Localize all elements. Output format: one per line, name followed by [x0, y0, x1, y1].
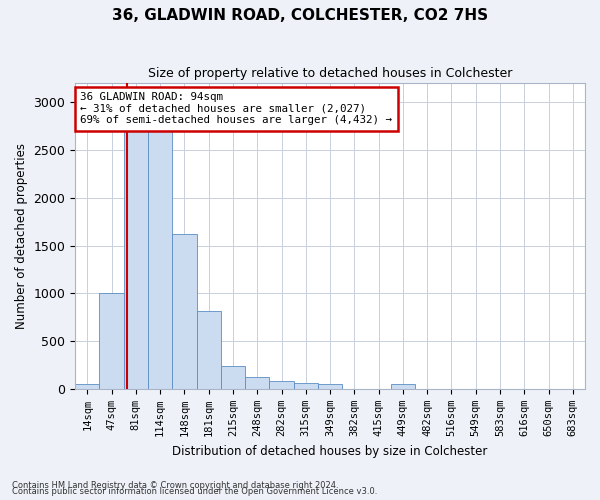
Bar — [75, 384, 100, 389]
Bar — [269, 382, 293, 389]
Bar — [245, 378, 269, 389]
Text: 36 GLADWIN ROAD: 94sqm
← 31% of detached houses are smaller (2,027)
69% of semi-: 36 GLADWIN ROAD: 94sqm ← 31% of detached… — [80, 92, 392, 126]
X-axis label: Distribution of detached houses by size in Colchester: Distribution of detached houses by size … — [172, 444, 488, 458]
Bar — [318, 384, 342, 389]
Bar — [148, 102, 172, 389]
Bar — [124, 102, 148, 389]
Y-axis label: Number of detached properties: Number of detached properties — [15, 143, 28, 329]
Bar — [391, 384, 415, 389]
Bar — [172, 234, 197, 389]
Bar — [197, 310, 221, 389]
Text: Contains HM Land Registry data © Crown copyright and database right 2024.: Contains HM Land Registry data © Crown c… — [12, 481, 338, 490]
Bar — [293, 383, 318, 389]
Text: Contains public sector information licensed under the Open Government Licence v3: Contains public sector information licen… — [12, 487, 377, 496]
Text: 36, GLADWIN ROAD, COLCHESTER, CO2 7HS: 36, GLADWIN ROAD, COLCHESTER, CO2 7HS — [112, 8, 488, 22]
Title: Size of property relative to detached houses in Colchester: Size of property relative to detached ho… — [148, 68, 512, 80]
Bar — [221, 366, 245, 389]
Bar — [100, 294, 124, 389]
